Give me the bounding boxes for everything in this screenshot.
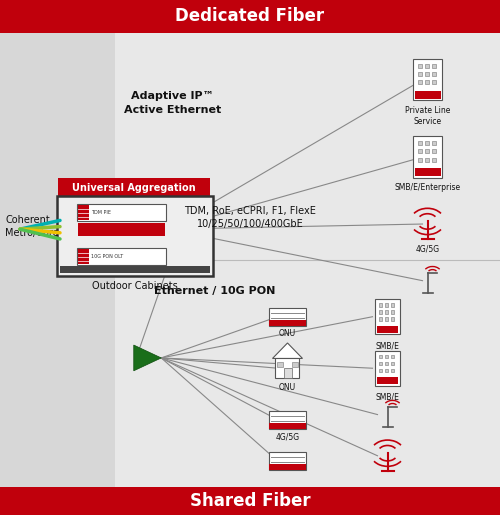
Text: SMB/E: SMB/E xyxy=(376,393,400,402)
Bar xyxy=(58,178,210,199)
Polygon shape xyxy=(134,345,161,371)
Bar xyxy=(385,369,388,372)
Bar xyxy=(60,266,210,273)
Text: 10G PON OLT: 10G PON OLT xyxy=(91,254,123,259)
Bar xyxy=(391,310,394,314)
Bar xyxy=(391,355,394,358)
Bar xyxy=(376,377,398,384)
Bar xyxy=(269,452,306,470)
Text: Adaptive IP™
Active Ethernet: Adaptive IP™ Active Ethernet xyxy=(124,91,221,115)
Bar xyxy=(432,158,436,162)
Bar xyxy=(432,141,436,145)
Bar xyxy=(424,149,428,153)
Polygon shape xyxy=(272,343,302,358)
Bar xyxy=(385,317,388,321)
Text: Outdoor Cabinets: Outdoor Cabinets xyxy=(92,281,178,290)
FancyBboxPatch shape xyxy=(76,204,166,221)
Bar xyxy=(432,72,436,76)
Text: Coherent
Metro/Core: Coherent Metro/Core xyxy=(5,215,59,238)
Text: 4G/5G: 4G/5G xyxy=(276,432,299,441)
Bar xyxy=(424,158,428,162)
Bar xyxy=(269,464,306,470)
Text: SMB/E/Enterprise: SMB/E/Enterprise xyxy=(394,183,460,192)
Bar xyxy=(418,141,422,145)
Bar xyxy=(424,80,428,84)
Bar xyxy=(276,358,299,378)
Bar xyxy=(0,0,500,33)
Bar xyxy=(379,303,382,306)
Bar xyxy=(269,411,306,428)
Bar xyxy=(379,355,382,358)
Bar xyxy=(432,80,436,84)
Bar xyxy=(385,355,388,358)
Text: SMB/E: SMB/E xyxy=(376,341,400,350)
Bar xyxy=(418,149,422,153)
Bar xyxy=(269,422,306,428)
FancyBboxPatch shape xyxy=(76,248,166,265)
Text: ONU: ONU xyxy=(279,329,296,338)
Bar xyxy=(391,317,394,321)
Bar xyxy=(391,303,394,306)
Bar xyxy=(424,64,428,68)
Bar xyxy=(379,369,382,372)
Bar xyxy=(269,308,306,326)
Bar xyxy=(379,362,382,365)
Bar xyxy=(284,368,292,378)
Bar xyxy=(375,351,400,386)
Bar xyxy=(292,362,298,367)
Bar xyxy=(418,158,422,162)
Text: Universal Aggregation: Universal Aggregation xyxy=(72,183,196,194)
Bar xyxy=(418,64,422,68)
Bar xyxy=(418,72,422,76)
Text: 4G/5G: 4G/5G xyxy=(416,245,440,253)
Bar xyxy=(432,64,436,68)
Bar xyxy=(278,362,283,367)
Bar xyxy=(385,303,388,306)
Bar xyxy=(78,249,88,264)
Bar xyxy=(418,80,422,84)
Bar xyxy=(385,362,388,365)
Bar xyxy=(413,136,442,178)
Text: Private Line
Service: Private Line Service xyxy=(405,106,450,126)
Bar xyxy=(376,325,398,333)
Bar xyxy=(0,33,115,487)
Bar xyxy=(78,223,165,236)
Text: Shared Fiber: Shared Fiber xyxy=(190,492,310,510)
Bar xyxy=(375,299,400,334)
Bar xyxy=(379,317,382,321)
Bar xyxy=(0,487,500,515)
Bar xyxy=(414,91,440,99)
FancyBboxPatch shape xyxy=(58,196,212,276)
Text: TDM, RoE, eCPRI, F1, FlexE
10/25/50/100/400GbE: TDM, RoE, eCPRI, F1, FlexE 10/25/50/100/… xyxy=(184,205,316,229)
Bar xyxy=(391,369,394,372)
Text: Dedicated Fiber: Dedicated Fiber xyxy=(176,8,324,25)
Bar xyxy=(385,310,388,314)
Bar xyxy=(78,205,88,220)
Text: TDM PIE: TDM PIE xyxy=(91,210,111,215)
Bar xyxy=(413,59,442,100)
Bar xyxy=(269,319,306,326)
Text: ONU: ONU xyxy=(279,383,296,391)
Bar xyxy=(379,310,382,314)
Bar xyxy=(391,362,394,365)
Bar xyxy=(424,141,428,145)
Bar xyxy=(432,149,436,153)
Bar xyxy=(414,168,440,176)
Bar xyxy=(424,72,428,76)
Text: Ethernet / 10G PON: Ethernet / 10G PON xyxy=(154,286,276,296)
